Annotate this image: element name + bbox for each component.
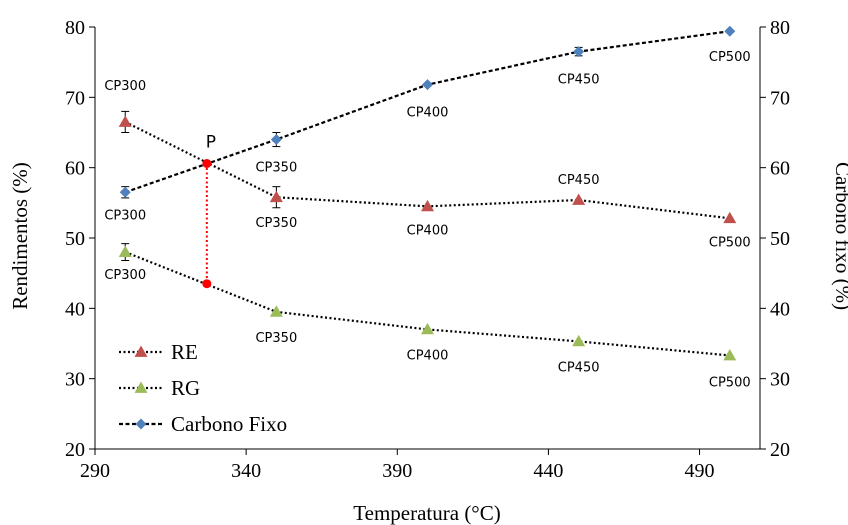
legend-label: RE	[171, 340, 198, 364]
data-label: CP500	[709, 235, 751, 250]
legend-item-re: RE	[119, 340, 198, 364]
legend: RE RG Carbono Fixo	[119, 340, 287, 436]
legend-item-rg: RG	[119, 376, 200, 400]
y-right-tick-label: 40	[770, 298, 790, 320]
y-right-tick-label: 50	[770, 228, 790, 250]
data-label: CP500	[709, 50, 751, 65]
y-right-tick-label: 70	[770, 87, 790, 109]
data-label: CP350	[255, 161, 297, 176]
series-rg: CP300 CP350 CP400 CP450 CP500	[104, 243, 751, 390]
data-point	[269, 190, 283, 203]
intersection-point-top	[202, 158, 212, 168]
y-right-tick-label: 20	[770, 439, 790, 461]
data-label: CP400	[407, 106, 449, 121]
legend-marker	[135, 418, 147, 430]
y-right-tick-label: 80	[770, 17, 790, 39]
data-label: CP350	[255, 331, 297, 346]
data-point	[572, 334, 586, 347]
x-tick-label: 390	[382, 460, 412, 482]
y-left-tick-label: 40	[65, 298, 85, 320]
x-tick-label: 290	[80, 460, 110, 482]
intersection-point-bottom	[202, 279, 212, 289]
y-axis-right-title: Carbono fixo (%)	[831, 162, 848, 310]
y-left-tick-label: 80	[65, 17, 85, 39]
series-line	[124, 251, 730, 357]
annotation-layer: P	[202, 132, 216, 289]
series-carbono-fixo: CP300 CP350 CP400 CP450 CP500	[104, 25, 751, 223]
y-left-tick-label: 70	[65, 87, 85, 109]
data-label: CP350	[255, 216, 297, 231]
data-label: CP400	[407, 348, 449, 363]
data-point	[118, 245, 132, 257]
x-tick-label: 440	[533, 460, 563, 482]
legend-marker	[134, 345, 148, 357]
data-point	[573, 46, 585, 58]
data-point	[421, 199, 434, 212]
legend-marker	[134, 381, 148, 393]
data-point	[118, 115, 132, 127]
y-left-tick-label: 20	[65, 439, 85, 461]
data-point	[421, 322, 434, 335]
x-tick-label: 490	[685, 460, 715, 482]
data-label: CP500	[709, 375, 751, 390]
data-label: CP400	[407, 223, 449, 238]
y-left-tick-label: 60	[65, 158, 85, 180]
data-point	[269, 305, 283, 317]
y-left-tick-label: 50	[65, 228, 85, 250]
data-label: CP300	[104, 208, 146, 223]
data-label: CP300	[104, 268, 146, 283]
x-axis-title: Temperatura (°C)	[353, 501, 500, 525]
data-point	[119, 186, 131, 198]
legend-label: Carbono Fixo	[171, 412, 287, 436]
data-label: CP450	[558, 73, 600, 88]
data-point	[723, 348, 737, 361]
y-axis-left-title: Rendimentos (%)	[8, 162, 32, 310]
y-left-tick-label: 30	[65, 369, 85, 391]
legend-label: RG	[171, 376, 200, 400]
series-re: CP300 CP350 CP400 CP450 CP500	[104, 79, 750, 250]
axes: 290 340 390 440 490 20 20 30 30 40 40 50 50 60 60 70 70 8…	[65, 17, 790, 482]
data-point	[270, 134, 282, 146]
data-label: CP300	[104, 79, 146, 94]
data-point	[422, 79, 433, 91]
data-point	[572, 193, 586, 205]
series-layer: CP300 CP350 CP400 CP450 CP500 CP300 CP350 CP400…	[104, 25, 751, 390]
data-label: CP450	[558, 173, 600, 188]
intersection-label: P	[206, 132, 216, 152]
data-point	[723, 211, 737, 224]
data-point	[724, 25, 736, 37]
y-right-tick-label: 30	[770, 369, 790, 391]
legend-item-carbono-fixo: Carbono Fixo	[119, 412, 287, 436]
data-label: CP450	[558, 360, 600, 375]
y-right-tick-label: 60	[770, 158, 790, 180]
x-tick-label: 340	[231, 460, 261, 482]
